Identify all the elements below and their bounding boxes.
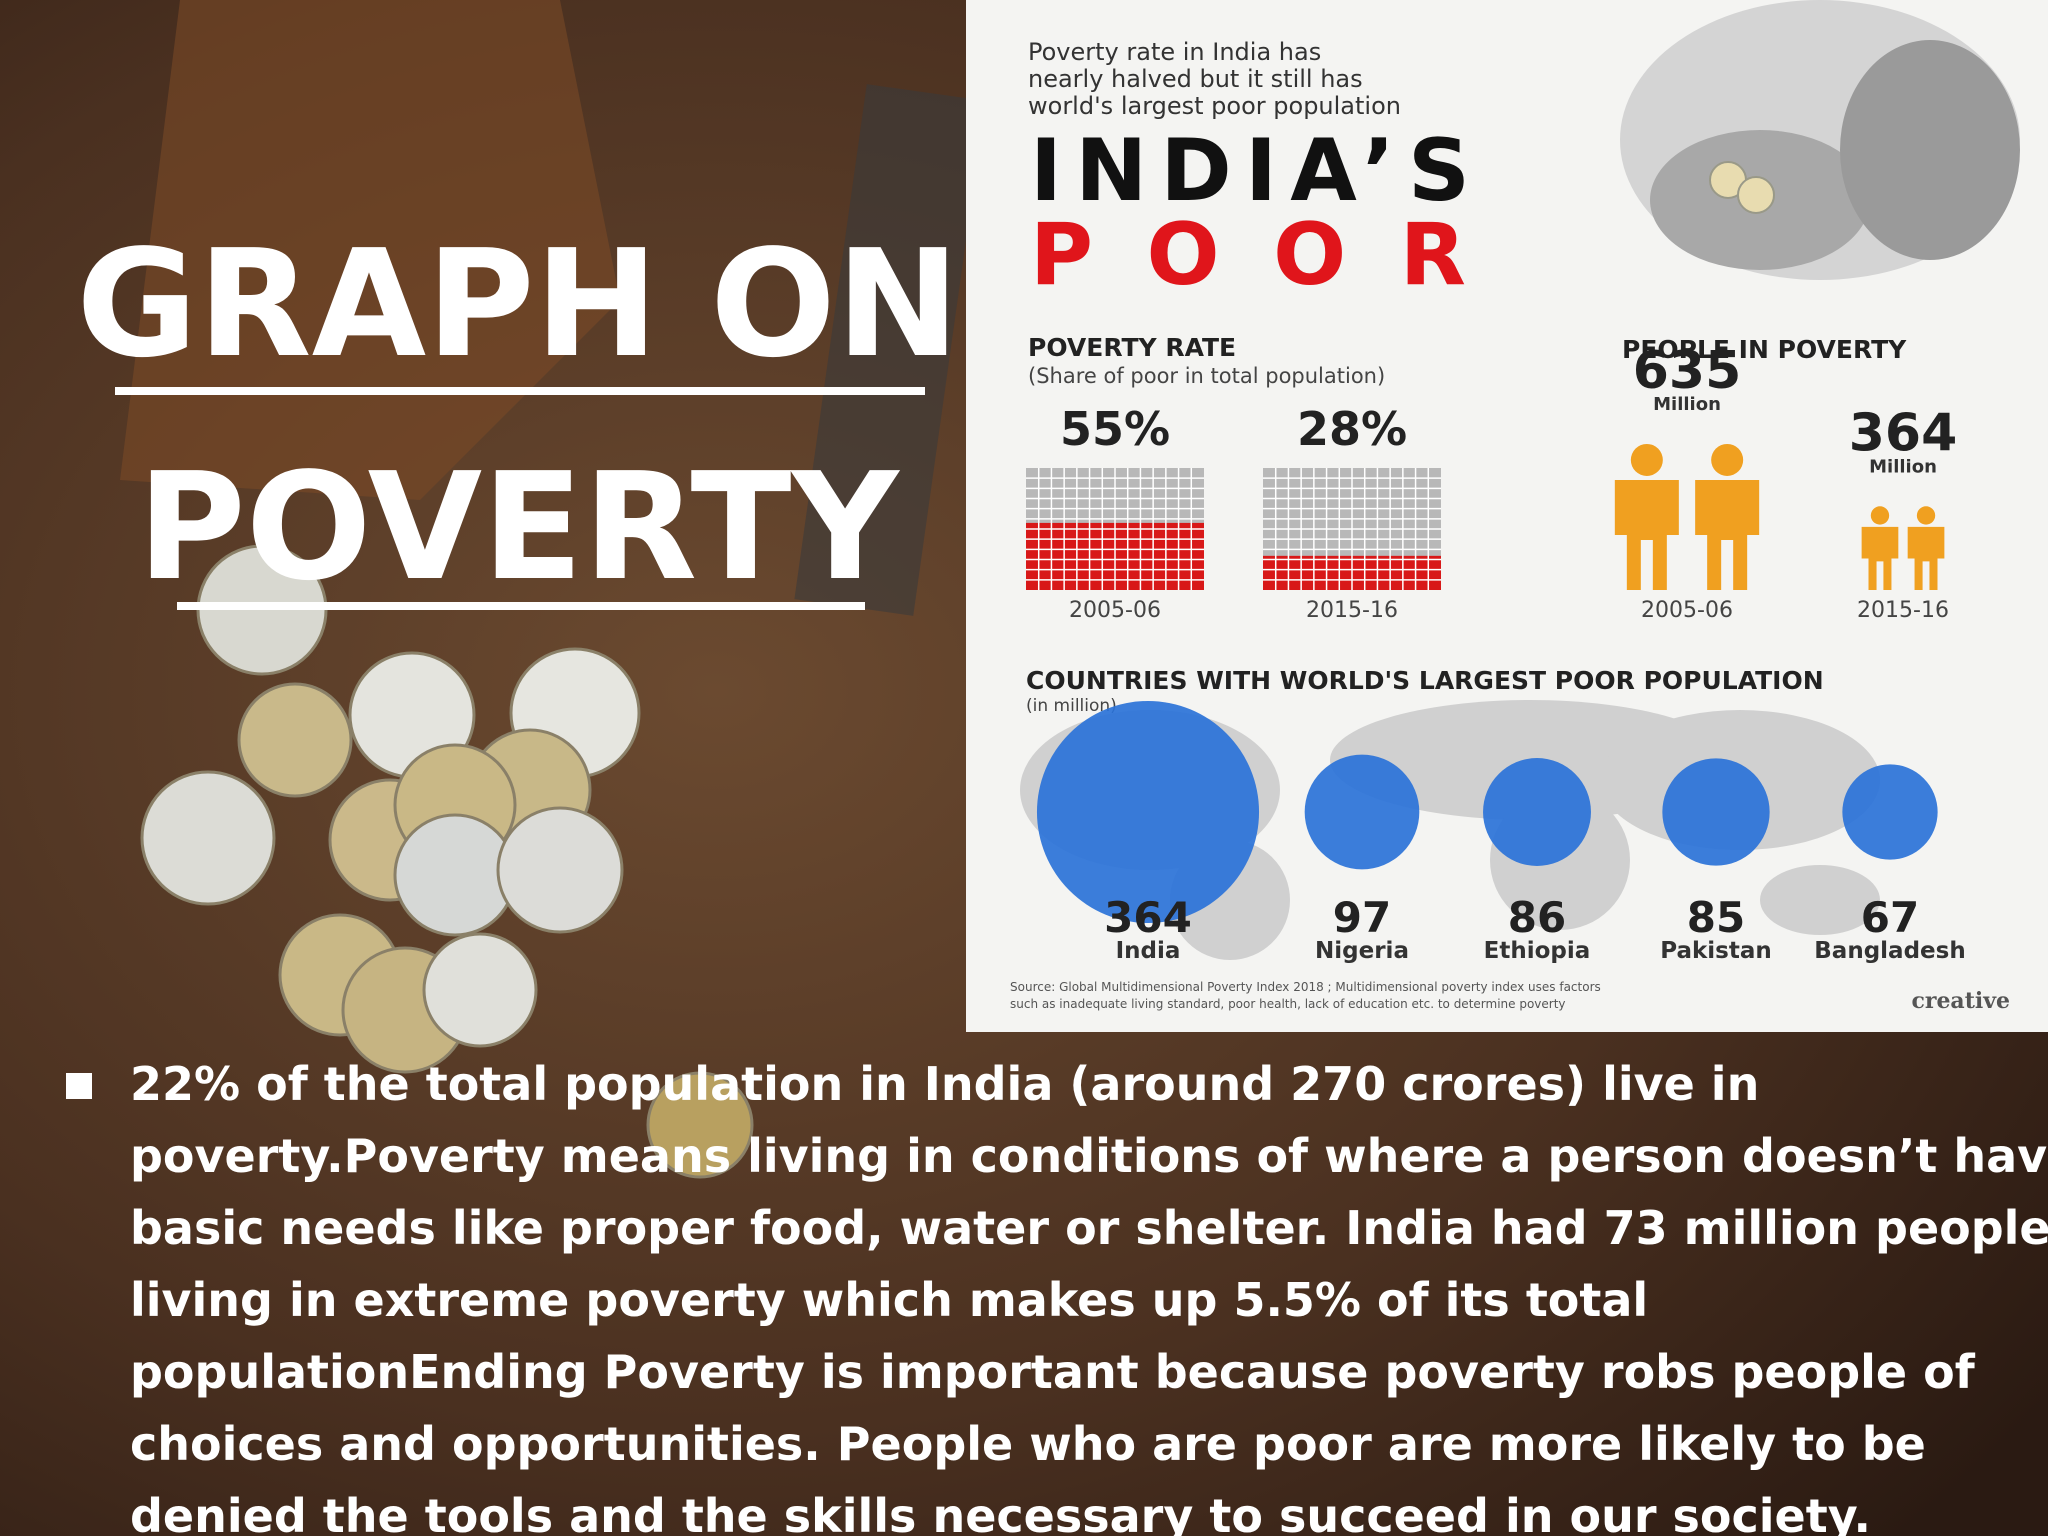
people-value: 364 (1849, 403, 1958, 463)
icon-head (1711, 443, 1744, 476)
bullet-text: populationEnding Poverty is important be… (130, 1345, 1976, 1399)
intro-text: nearly halved but it still has (1028, 65, 1363, 93)
source-note: such as inadequate living standard, poor… (1010, 997, 1566, 1011)
icon-body (1861, 526, 1899, 590)
country-value: 364 (1104, 893, 1192, 942)
icon-head (1870, 506, 1890, 525)
country-name: Bangladesh (1814, 938, 1965, 964)
hammer-handle (794, 84, 986, 616)
country-name: Ethiopia (1484, 938, 1591, 964)
country-bubble (1304, 754, 1420, 870)
country-bubble (1662, 758, 1770, 866)
people-icon (1861, 506, 1945, 590)
bullet (66, 1073, 92, 1099)
bullet-text: basic needs like proper food, water or s… (130, 1201, 2048, 1255)
title-underline (177, 602, 865, 610)
section-title: POVERTY RATE (1028, 333, 1236, 362)
axe-head (120, 0, 620, 500)
section-title: COUNTRIES WITH WORLD'S LARGEST POOR POPU… (1026, 666, 1824, 695)
country-bubble (1036, 700, 1260, 924)
year-label: 2005-06 (1641, 598, 1733, 623)
bullet-text: denied the tools and the skills necessar… (130, 1489, 1871, 1536)
section-title: PEOPLE IN POVERTY (1622, 335, 1907, 364)
section-subtitle: (in million) (1026, 696, 1117, 716)
country-bubble (1483, 758, 1591, 866)
source-note: Source: Global Multidimensional Poverty … (1010, 980, 1601, 994)
country-value: 86 (1508, 893, 1566, 942)
country-value: 67 (1861, 893, 1919, 942)
icon-body (1907, 526, 1945, 590)
people-value: 635 (1633, 341, 1742, 401)
country-value: 97 (1333, 893, 1391, 942)
people-unit: Million (1869, 456, 1937, 477)
year-label: 2005-06 (1069, 598, 1161, 623)
bullet-text: choices and opportunities. People who ar… (130, 1417, 1926, 1471)
year-label: 2015-16 (1857, 598, 1949, 623)
hands-illustration (1620, 0, 2020, 280)
people-icon (1614, 443, 1760, 591)
section-subtitle: (Share of poor in total population) (1028, 364, 1385, 388)
slide-title: POVERTY (137, 441, 900, 613)
title-underline (115, 387, 925, 395)
logo: creative (1911, 988, 2010, 1014)
icon-body (1614, 479, 1679, 591)
bullet-text: living in extreme poverty which makes up… (130, 1273, 1648, 1327)
year-label: 2015-16 (1306, 598, 1398, 623)
icon-head (1916, 506, 1936, 525)
rate-label: 55% (1060, 402, 1170, 456)
rate-label: 28% (1297, 402, 1407, 456)
icon-body (1695, 479, 1760, 591)
country-bubble (1842, 764, 1938, 860)
people-unit: Million (1653, 394, 1721, 415)
country-name: India (1116, 938, 1181, 964)
icon-head (1630, 443, 1663, 476)
bullet-text: 22% of the total population in India (ar… (130, 1057, 1759, 1111)
country-name: Nigeria (1315, 938, 1409, 964)
slide-title: GRAPH ON (76, 218, 960, 390)
bullet-text: poverty.Poverty means living in conditio… (130, 1129, 2048, 1183)
intro-text: world's largest poor population (1028, 92, 1401, 120)
coins (140, 544, 754, 1179)
country-name: Pakistan (1660, 938, 1772, 964)
country-value: 85 (1687, 893, 1745, 942)
intro-text: Poverty rate in India has (1028, 38, 1321, 66)
